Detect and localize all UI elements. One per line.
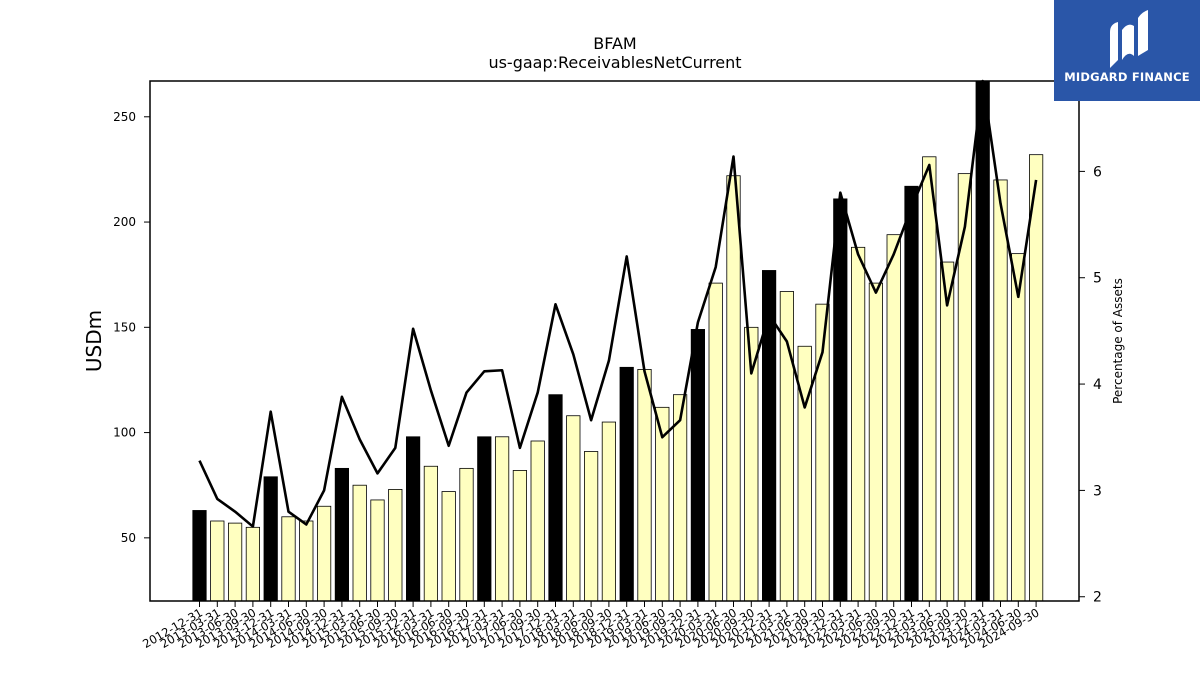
y2-tick-label: 2 xyxy=(1093,590,1102,606)
y2-tick-label: 6 xyxy=(1093,164,1102,180)
brand-logo: MIDGARD FINANCE xyxy=(1054,0,1200,101)
bars-layer xyxy=(192,80,1044,602)
plot-frame xyxy=(149,80,1080,602)
bar xyxy=(405,436,421,602)
y-tick-label: 200 xyxy=(113,215,136,229)
bar xyxy=(423,465,439,602)
logo-text: MIDGARD FINANCE xyxy=(1064,70,1190,84)
bar xyxy=(299,520,314,602)
bar xyxy=(1029,154,1044,602)
bar xyxy=(868,282,884,602)
bar xyxy=(459,467,474,602)
bar xyxy=(245,526,260,602)
bar xyxy=(441,491,456,602)
bar xyxy=(370,499,385,602)
bar xyxy=(584,451,599,602)
bar xyxy=(851,246,866,602)
bar xyxy=(388,489,403,602)
x-axis: 2012-12-312013-03-312013-06-302013-09-30… xyxy=(140,601,1042,651)
bar xyxy=(619,366,634,602)
bar xyxy=(779,291,795,602)
bar xyxy=(940,261,955,602)
percentage-line xyxy=(198,79,1038,528)
chart-title: BFAM xyxy=(593,34,636,53)
chart-subtitle: us-gaap:ReceivablesNetCurrent xyxy=(488,53,741,72)
bar xyxy=(316,505,332,602)
y2-tick-label: 5 xyxy=(1093,271,1102,287)
bar xyxy=(281,516,296,602)
bar xyxy=(922,156,937,602)
bar xyxy=(833,198,848,602)
bar xyxy=(726,175,741,602)
y2-tick-label: 4 xyxy=(1093,377,1102,393)
bar xyxy=(975,80,990,602)
y2-tick-label: 3 xyxy=(1093,483,1102,499)
bar xyxy=(797,345,812,602)
y2-axis-label: Percentage of Assets xyxy=(1111,278,1125,404)
bar xyxy=(993,179,1008,602)
y-tick-label: 150 xyxy=(113,320,136,334)
bar xyxy=(566,415,581,602)
bar xyxy=(886,234,901,602)
logo-icon xyxy=(1110,10,1148,68)
bar xyxy=(904,185,919,602)
bar xyxy=(352,484,367,602)
bar xyxy=(601,421,617,602)
bar xyxy=(530,440,545,602)
y-tick-label: 250 xyxy=(113,110,136,124)
bar xyxy=(210,520,225,602)
right-axis: 2 3 4 5 6 xyxy=(1079,164,1102,606)
bar xyxy=(477,436,492,602)
bar xyxy=(334,467,350,602)
bar xyxy=(548,394,563,602)
bar xyxy=(227,522,243,602)
bar xyxy=(637,369,652,602)
bar xyxy=(494,436,510,602)
y-axis-label: USDm xyxy=(82,310,106,372)
bar xyxy=(1011,253,1026,602)
bar xyxy=(957,173,973,602)
bar xyxy=(192,510,207,602)
bar xyxy=(708,282,723,602)
y-tick-label: 100 xyxy=(113,426,136,440)
bar xyxy=(512,470,528,602)
y-tick-label: 50 xyxy=(121,531,136,545)
bar xyxy=(263,476,278,602)
bar xyxy=(690,329,706,602)
left-axis: 50 100 150 200 250 xyxy=(113,110,150,545)
